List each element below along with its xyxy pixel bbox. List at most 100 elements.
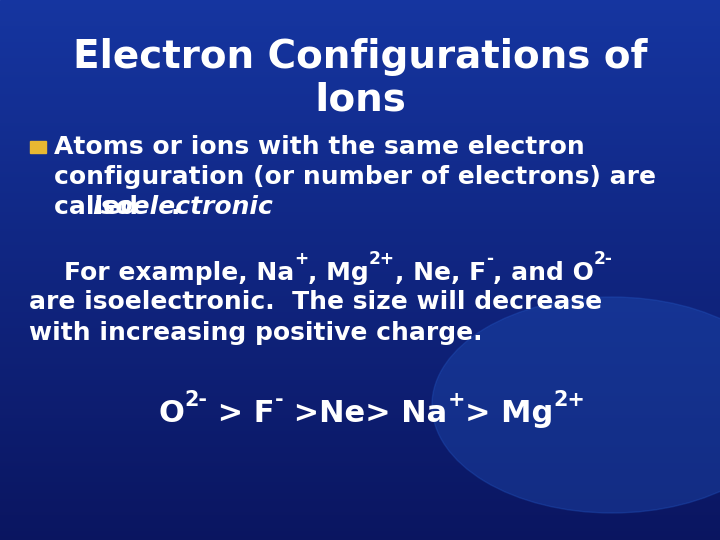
- Bar: [0, 305, 720, 308]
- Text: 2-: 2-: [184, 389, 207, 410]
- Bar: [0, 389, 720, 392]
- Bar: [0, 103, 720, 105]
- Bar: [0, 297, 720, 300]
- Bar: [0, 289, 720, 292]
- Bar: [0, 373, 720, 375]
- Bar: [0, 151, 720, 154]
- Bar: [0, 43, 720, 46]
- Bar: [0, 408, 720, 410]
- Bar: [0, 256, 720, 259]
- Bar: [0, 273, 720, 275]
- Bar: [0, 267, 720, 270]
- Bar: [0, 394, 720, 397]
- Bar: [0, 265, 720, 267]
- Bar: [0, 224, 720, 227]
- Bar: [0, 208, 720, 211]
- Bar: [0, 526, 720, 529]
- Bar: [0, 246, 720, 248]
- Bar: [0, 138, 720, 140]
- Bar: [0, 105, 720, 108]
- Bar: [0, 375, 720, 378]
- Bar: [0, 40, 720, 43]
- Bar: [0, 500, 720, 502]
- Bar: [0, 84, 720, 86]
- Bar: [0, 329, 720, 332]
- Bar: [0, 30, 720, 32]
- Bar: [0, 400, 720, 402]
- Bar: [0, 200, 720, 202]
- Bar: [0, 235, 720, 238]
- Bar: [0, 418, 720, 421]
- Bar: [0, 197, 720, 200]
- Text: .: .: [171, 195, 180, 219]
- Bar: [0, 316, 720, 319]
- Bar: [0, 340, 720, 343]
- Bar: [0, 73, 720, 76]
- Bar: [0, 451, 720, 454]
- Bar: [0, 24, 720, 27]
- Bar: [0, 294, 720, 297]
- Bar: [0, 424, 720, 427]
- Bar: [0, 165, 720, 167]
- Bar: [0, 238, 720, 240]
- Bar: [0, 300, 720, 302]
- Text: 2+: 2+: [369, 250, 395, 268]
- Bar: [0, 167, 720, 170]
- Bar: [0, 421, 720, 424]
- Bar: [0, 454, 720, 456]
- Bar: [0, 475, 720, 478]
- Bar: [0, 308, 720, 310]
- Bar: [0, 70, 720, 73]
- Bar: [0, 446, 720, 448]
- Bar: [0, 535, 720, 537]
- Bar: [0, 130, 720, 132]
- Bar: [0, 46, 720, 49]
- Bar: [0, 81, 720, 84]
- Bar: [0, 270, 720, 273]
- Bar: [0, 367, 720, 370]
- Bar: [0, 192, 720, 194]
- Bar: [0, 483, 720, 486]
- Bar: [0, 119, 720, 122]
- Bar: [0, 456, 720, 459]
- Bar: [0, 529, 720, 532]
- Bar: [0, 97, 720, 100]
- Bar: [0, 381, 720, 383]
- Bar: [0, 502, 720, 505]
- Bar: [0, 8, 720, 11]
- Bar: [0, 170, 720, 173]
- Bar: [0, 427, 720, 429]
- Bar: [0, 184, 720, 186]
- Bar: [0, 392, 720, 394]
- Bar: [0, 478, 720, 481]
- Bar: [0, 251, 720, 254]
- Bar: [0, 211, 720, 213]
- Bar: [0, 248, 720, 251]
- Bar: [0, 181, 720, 184]
- Bar: [0, 259, 720, 262]
- Bar: [0, 11, 720, 14]
- Bar: [0, 162, 720, 165]
- Bar: [0, 351, 720, 354]
- Bar: [0, 532, 720, 535]
- Bar: [0, 157, 720, 159]
- Bar: [0, 491, 720, 494]
- Text: , Ne, F: , Ne, F: [395, 261, 486, 285]
- Bar: [0, 111, 720, 113]
- Bar: [0, 508, 720, 510]
- Bar: [30, 141, 46, 153]
- Bar: [0, 275, 720, 278]
- Bar: [0, 354, 720, 356]
- Bar: [0, 124, 720, 127]
- Bar: [0, 108, 720, 111]
- Bar: [0, 19, 720, 22]
- Bar: [0, 178, 720, 181]
- Bar: [0, 57, 720, 59]
- Text: isoelectronic: isoelectronic: [92, 195, 273, 219]
- Bar: [0, 49, 720, 51]
- Bar: [0, 186, 720, 189]
- Bar: [0, 494, 720, 497]
- Bar: [0, 346, 720, 348]
- Bar: [0, 292, 720, 294]
- Bar: [0, 343, 720, 346]
